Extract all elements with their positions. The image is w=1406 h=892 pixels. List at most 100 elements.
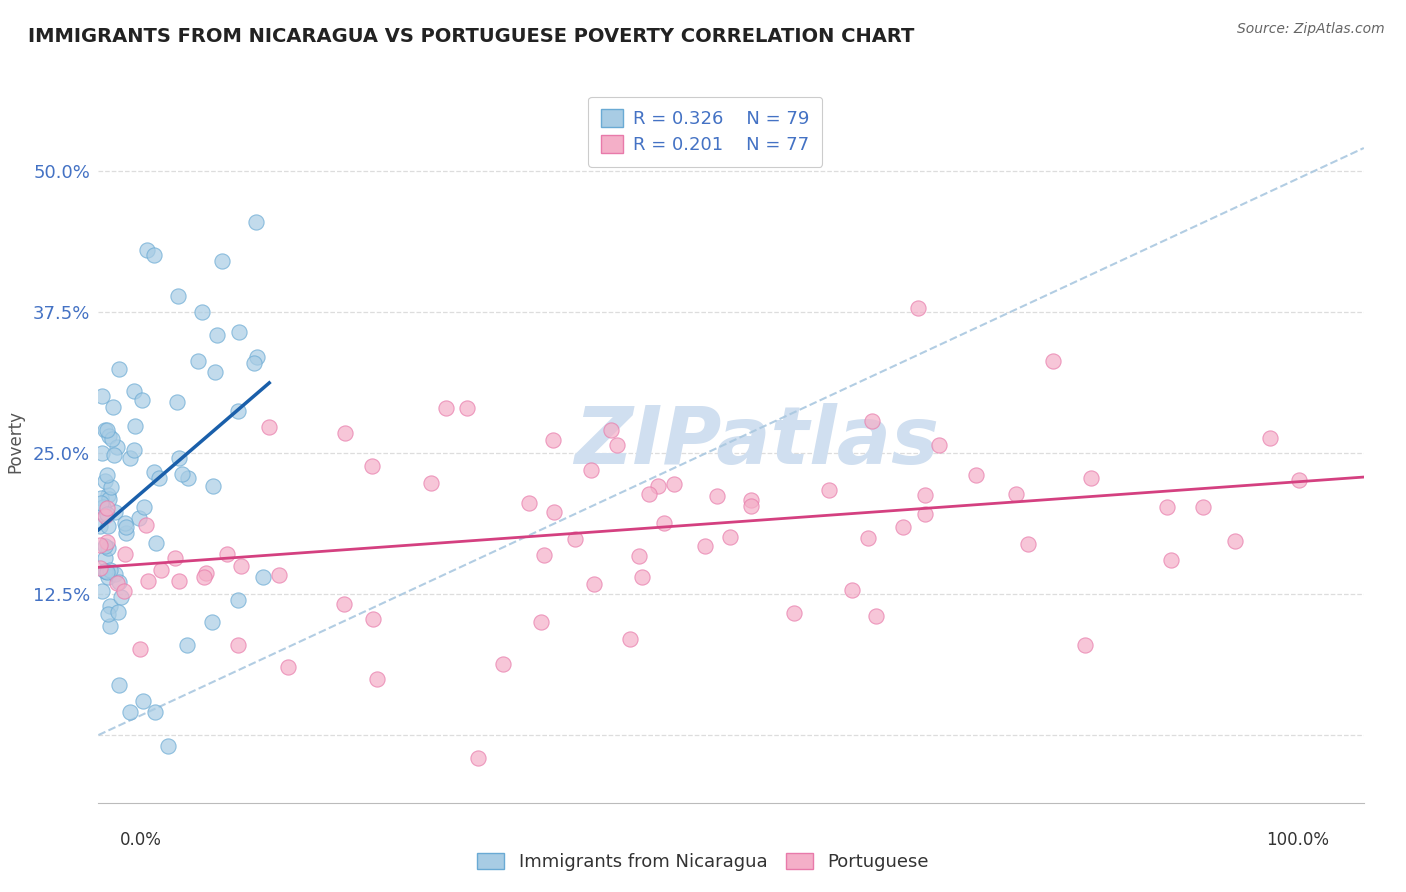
Point bbox=[97, 570, 120, 584]
Point bbox=[928, 438, 950, 452]
Point bbox=[89, 519, 111, 533]
Point bbox=[818, 483, 841, 498]
Point bbox=[332, 597, 354, 611]
Point bbox=[101, 432, 124, 446]
Point bbox=[361, 612, 384, 626]
Point bbox=[228, 325, 250, 339]
Point bbox=[96, 507, 118, 521]
Point bbox=[1074, 638, 1097, 652]
Point bbox=[467, 750, 489, 764]
Point bbox=[543, 505, 565, 519]
Point bbox=[107, 440, 129, 454]
Legend: R = 0.326    N = 79, R = 0.201    N = 77: R = 0.326 N = 79, R = 0.201 N = 77 bbox=[588, 96, 823, 167]
Point bbox=[96, 535, 118, 549]
Point bbox=[89, 561, 111, 575]
Point bbox=[217, 547, 239, 561]
Point bbox=[269, 567, 291, 582]
Point bbox=[167, 574, 190, 588]
Point bbox=[169, 450, 191, 465]
Point bbox=[107, 606, 129, 620]
Point bbox=[579, 463, 602, 477]
Point bbox=[606, 438, 628, 452]
Point bbox=[167, 289, 190, 303]
Point bbox=[187, 353, 209, 368]
Point bbox=[664, 476, 686, 491]
Point bbox=[1288, 473, 1310, 487]
Point bbox=[135, 518, 157, 533]
Point bbox=[695, 539, 717, 553]
Point bbox=[176, 638, 198, 652]
Point bbox=[96, 565, 118, 579]
Point bbox=[246, 350, 269, 364]
Point bbox=[1160, 553, 1182, 567]
Point bbox=[564, 533, 586, 547]
Point bbox=[891, 520, 914, 534]
Point bbox=[93, 423, 117, 437]
Point bbox=[96, 488, 118, 502]
Point bbox=[108, 362, 131, 376]
Point bbox=[101, 400, 124, 414]
Point bbox=[1225, 533, 1247, 548]
Point bbox=[783, 606, 806, 620]
Legend: Immigrants from Nicaragua, Portuguese: Immigrants from Nicaragua, Portuguese bbox=[470, 846, 936, 879]
Point bbox=[628, 549, 651, 563]
Point bbox=[366, 672, 388, 686]
Point bbox=[97, 491, 120, 506]
Point bbox=[541, 433, 564, 447]
Point bbox=[243, 356, 266, 370]
Point bbox=[103, 448, 125, 462]
Point bbox=[145, 536, 167, 550]
Point bbox=[124, 419, 146, 434]
Point bbox=[135, 243, 157, 257]
Point bbox=[191, 304, 214, 318]
Text: Source: ZipAtlas.com: Source: ZipAtlas.com bbox=[1237, 22, 1385, 37]
Point bbox=[630, 570, 652, 584]
Point bbox=[97, 518, 120, 533]
Point bbox=[166, 395, 188, 409]
Point bbox=[226, 638, 249, 652]
Point bbox=[100, 618, 122, 632]
Point bbox=[1156, 500, 1178, 515]
Point bbox=[149, 563, 172, 577]
Point bbox=[96, 501, 118, 516]
Point bbox=[194, 566, 217, 580]
Point bbox=[97, 607, 120, 621]
Point bbox=[533, 548, 555, 562]
Point bbox=[96, 423, 118, 437]
Point bbox=[131, 393, 153, 408]
Point bbox=[245, 215, 267, 229]
Point bbox=[257, 419, 280, 434]
Point bbox=[148, 471, 170, 485]
Point bbox=[163, 550, 186, 565]
Y-axis label: Poverty: Poverty bbox=[7, 410, 24, 473]
Point bbox=[865, 609, 887, 624]
Point bbox=[136, 574, 159, 588]
Point bbox=[1192, 500, 1215, 515]
Point bbox=[108, 575, 131, 590]
Point bbox=[176, 471, 198, 485]
Point bbox=[120, 451, 141, 466]
Point bbox=[841, 582, 863, 597]
Point bbox=[124, 443, 146, 458]
Point bbox=[97, 429, 120, 443]
Text: 0.0%: 0.0% bbox=[120, 831, 162, 849]
Point bbox=[91, 500, 114, 515]
Point bbox=[456, 401, 478, 415]
Point bbox=[492, 657, 515, 671]
Text: IMMIGRANTS FROM NICARAGUA VS PORTUGUESE POVERTY CORRELATION CHART: IMMIGRANTS FROM NICARAGUA VS PORTUGUESE … bbox=[28, 27, 914, 45]
Point bbox=[114, 547, 136, 561]
Point bbox=[647, 479, 669, 493]
Point bbox=[718, 531, 741, 545]
Point bbox=[914, 507, 936, 521]
Point bbox=[204, 365, 226, 379]
Point bbox=[142, 465, 165, 479]
Point bbox=[361, 458, 384, 473]
Point bbox=[122, 384, 145, 398]
Point bbox=[128, 642, 150, 657]
Point bbox=[1017, 537, 1039, 551]
Point bbox=[114, 516, 136, 531]
Point bbox=[90, 491, 112, 505]
Point bbox=[128, 511, 150, 525]
Point bbox=[142, 248, 165, 262]
Point bbox=[100, 480, 122, 494]
